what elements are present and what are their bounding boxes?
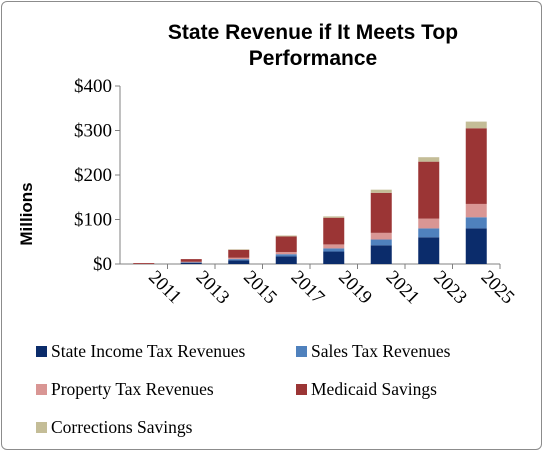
legend-label: State Income Tax Revenues: [51, 341, 245, 361]
bar-segment: [228, 249, 250, 250]
bar-segment: [228, 259, 250, 261]
bar-segment: [323, 244, 345, 249]
bar-segment: [370, 192, 392, 233]
bar-segment: [418, 161, 440, 219]
bar-segment: [418, 228, 440, 238]
bar-segment: [228, 260, 250, 264]
x-tick-label: 2019: [334, 267, 376, 309]
bar-segment: [275, 256, 297, 264]
bar-segment: [228, 257, 250, 260]
legend-swatch: [36, 346, 47, 357]
y-tick-label: $100: [74, 210, 112, 231]
bar-segment: [418, 218, 440, 229]
bar-segment: [465, 217, 487, 229]
bar-segment: [275, 251, 297, 255]
bar-segment: [418, 237, 440, 264]
bar-segment: [180, 262, 202, 263]
bar-segment: [323, 248, 345, 252]
x-tick-label: 2021: [382, 267, 424, 309]
bar-segment: [180, 259, 202, 262]
x-tick-label: 2011: [144, 267, 185, 308]
bar-segment: [370, 239, 392, 246]
x-tick-label: 2015: [239, 267, 281, 309]
bar-segment: [133, 263, 155, 264]
bar-segment: [180, 262, 202, 264]
bar-segment: [465, 121, 487, 129]
legend: State Income Tax Revenues Sales Tax Reven…: [36, 341, 451, 437]
x-tick-label: 2013: [192, 267, 234, 309]
bar-segment: [323, 217, 345, 245]
bar-segment: [370, 232, 392, 240]
legend-label: Medicaid Savings: [311, 379, 437, 399]
chart-title-line-1: State Revenue if It Meets Top: [168, 21, 458, 44]
bar-segment: [180, 261, 202, 263]
bar-segment: [465, 228, 487, 264]
bar-segment: [275, 236, 297, 252]
x-tick-label: 2017: [287, 267, 329, 309]
y-tick-label: $400: [74, 76, 112, 97]
bar-segment: [228, 249, 250, 258]
legend-label: Corrections Savings: [51, 417, 193, 437]
y-tick-label: $300: [74, 121, 112, 142]
bar-segment: [275, 254, 297, 257]
y-axis-label: Millions: [17, 182, 36, 245]
x-tick-label: 2025: [477, 267, 519, 309]
legend-label: Property Tax Revenues: [51, 379, 214, 399]
y-tick-label: $0: [93, 254, 112, 275]
bar-segment: [323, 251, 345, 264]
chart-title-line-2: Performance: [249, 47, 377, 70]
bar-segment: [465, 203, 487, 218]
bar-segment: [370, 245, 392, 264]
legend-swatch: [36, 384, 47, 395]
x-tick-label: 2023: [429, 267, 471, 309]
bar-segment: [323, 216, 345, 218]
legend-swatch: [36, 422, 47, 433]
y-tick-label: $200: [74, 165, 112, 186]
bar-segment: [465, 128, 487, 204]
bar-segment: [418, 157, 440, 162]
bar-segment: [275, 235, 297, 237]
legend-label: Sales Tax Revenues: [311, 341, 451, 361]
bar-segment: [370, 189, 392, 193]
legend-swatch: [296, 384, 307, 395]
legend-swatch: [296, 346, 307, 357]
